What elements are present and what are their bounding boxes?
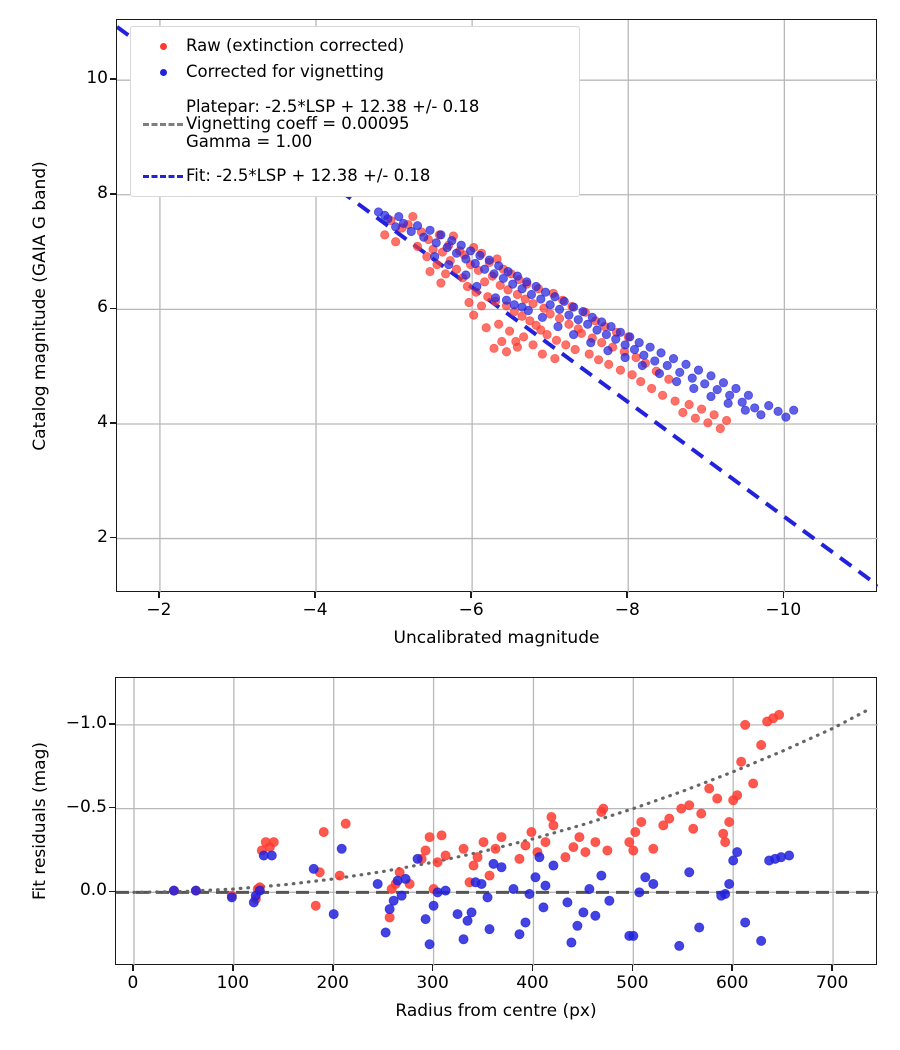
residuals-plot-y-tick: −0.5 xyxy=(65,796,107,817)
tick-mark xyxy=(626,592,629,598)
tick-mark xyxy=(782,592,785,598)
residuals-plot-x-tick: 700 xyxy=(815,973,849,993)
tick-mark xyxy=(110,307,116,310)
top-plot-x-tick: −8 xyxy=(614,600,640,620)
top-plot-y-tick: 8 xyxy=(97,182,108,203)
legend-entry-platepar: Platepar: -2.5*LSP + 12.38 +/- 0.18 Vign… xyxy=(140,85,570,163)
tick-mark xyxy=(831,965,833,971)
top-plot-x-axis-label: Uncalibrated magnitude xyxy=(393,628,600,648)
legend-marker-platepar-dashed-icon xyxy=(140,85,186,163)
tick-mark xyxy=(109,723,115,725)
tick-mark xyxy=(731,965,733,971)
tick-mark xyxy=(531,965,534,971)
top-plot-y-tick: 10 xyxy=(86,68,108,89)
tick-mark xyxy=(631,965,634,971)
tick-mark xyxy=(331,965,334,971)
top-plot-x-tick: −10 xyxy=(765,600,802,620)
legend-label-fit: Fit: -2.5*LSP + 12.38 +/- 0.18 xyxy=(186,166,431,186)
tick-mark xyxy=(110,536,116,539)
top-plot-y-tick: 4 xyxy=(97,411,108,432)
legend: Raw (extinction corrected) Corrected for… xyxy=(130,26,580,197)
legend-marker-fit-dashed-icon xyxy=(140,163,186,189)
legend-label-corrected: Corrected for vignetting xyxy=(186,62,384,82)
top-plot-x-tick: −4 xyxy=(302,600,328,620)
residuals-plot-x-tick: 0 xyxy=(127,973,139,993)
top-plot-y-tick: 6 xyxy=(97,297,108,318)
tick-mark xyxy=(110,192,116,195)
residuals-plot-y-tick: 0.0 xyxy=(79,880,107,901)
legend-marker-raw-dot-icon xyxy=(140,33,186,59)
top-plot-x-tick: −6 xyxy=(458,600,484,620)
tick-mark xyxy=(470,592,472,598)
residuals-plot-x-tick: 600 xyxy=(715,973,749,993)
residuals-plot-x-tick: 300 xyxy=(416,973,449,993)
tick-mark xyxy=(314,592,316,598)
top-plot-y-tick: 2 xyxy=(97,526,108,547)
residuals-plot-x-tick: 200 xyxy=(316,973,349,993)
tick-mark xyxy=(431,965,434,971)
residuals-plot-y-axis-label: Fit residuals (mag) xyxy=(30,742,50,900)
residuals-plot-x-tick: 500 xyxy=(616,973,649,993)
tick-mark xyxy=(110,78,116,80)
top-plot-x-tick: −2 xyxy=(146,600,172,620)
residuals-plot-canvas xyxy=(116,678,878,966)
legend-entry-corrected: Corrected for vignetting xyxy=(140,59,570,85)
tick-mark xyxy=(232,965,234,971)
legend-entry-raw: Raw (extinction corrected) xyxy=(140,33,570,59)
tick-mark xyxy=(132,965,134,971)
legend-label-platepar-line3: Gamma = 1.00 xyxy=(186,131,313,151)
residuals-plot-x-tick: 100 xyxy=(216,973,250,993)
residuals-plot-x-tick: 400 xyxy=(516,973,549,993)
legend-label-platepar-line2: Vignetting coeff = 0.00095 xyxy=(186,114,410,134)
legend-label-platepar-line1: Platepar: -2.5*LSP + 12.38 +/- 0.18 xyxy=(186,97,480,117)
residuals-plot-axes xyxy=(115,677,878,966)
top-plot-y-axis-label: Catalog magnitude (GAIA G band) xyxy=(30,160,50,451)
residuals-plot-x-axis-label: Radius from centre (px) xyxy=(395,1001,597,1021)
legend-label-platepar: Platepar: -2.5*LSP + 12.38 +/- 0.18 Vign… xyxy=(186,98,479,150)
tick-mark xyxy=(109,890,115,893)
legend-label-raw: Raw (extinction corrected) xyxy=(186,36,405,56)
tick-mark xyxy=(110,422,116,424)
residuals-plot-y-tick: −1.0 xyxy=(65,712,107,733)
tick-mark xyxy=(109,806,115,809)
legend-marker-corrected-dot-icon xyxy=(140,59,186,85)
legend-entry-fit: Fit: -2.5*LSP + 12.38 +/- 0.18 xyxy=(140,163,570,189)
tick-mark xyxy=(158,592,160,598)
